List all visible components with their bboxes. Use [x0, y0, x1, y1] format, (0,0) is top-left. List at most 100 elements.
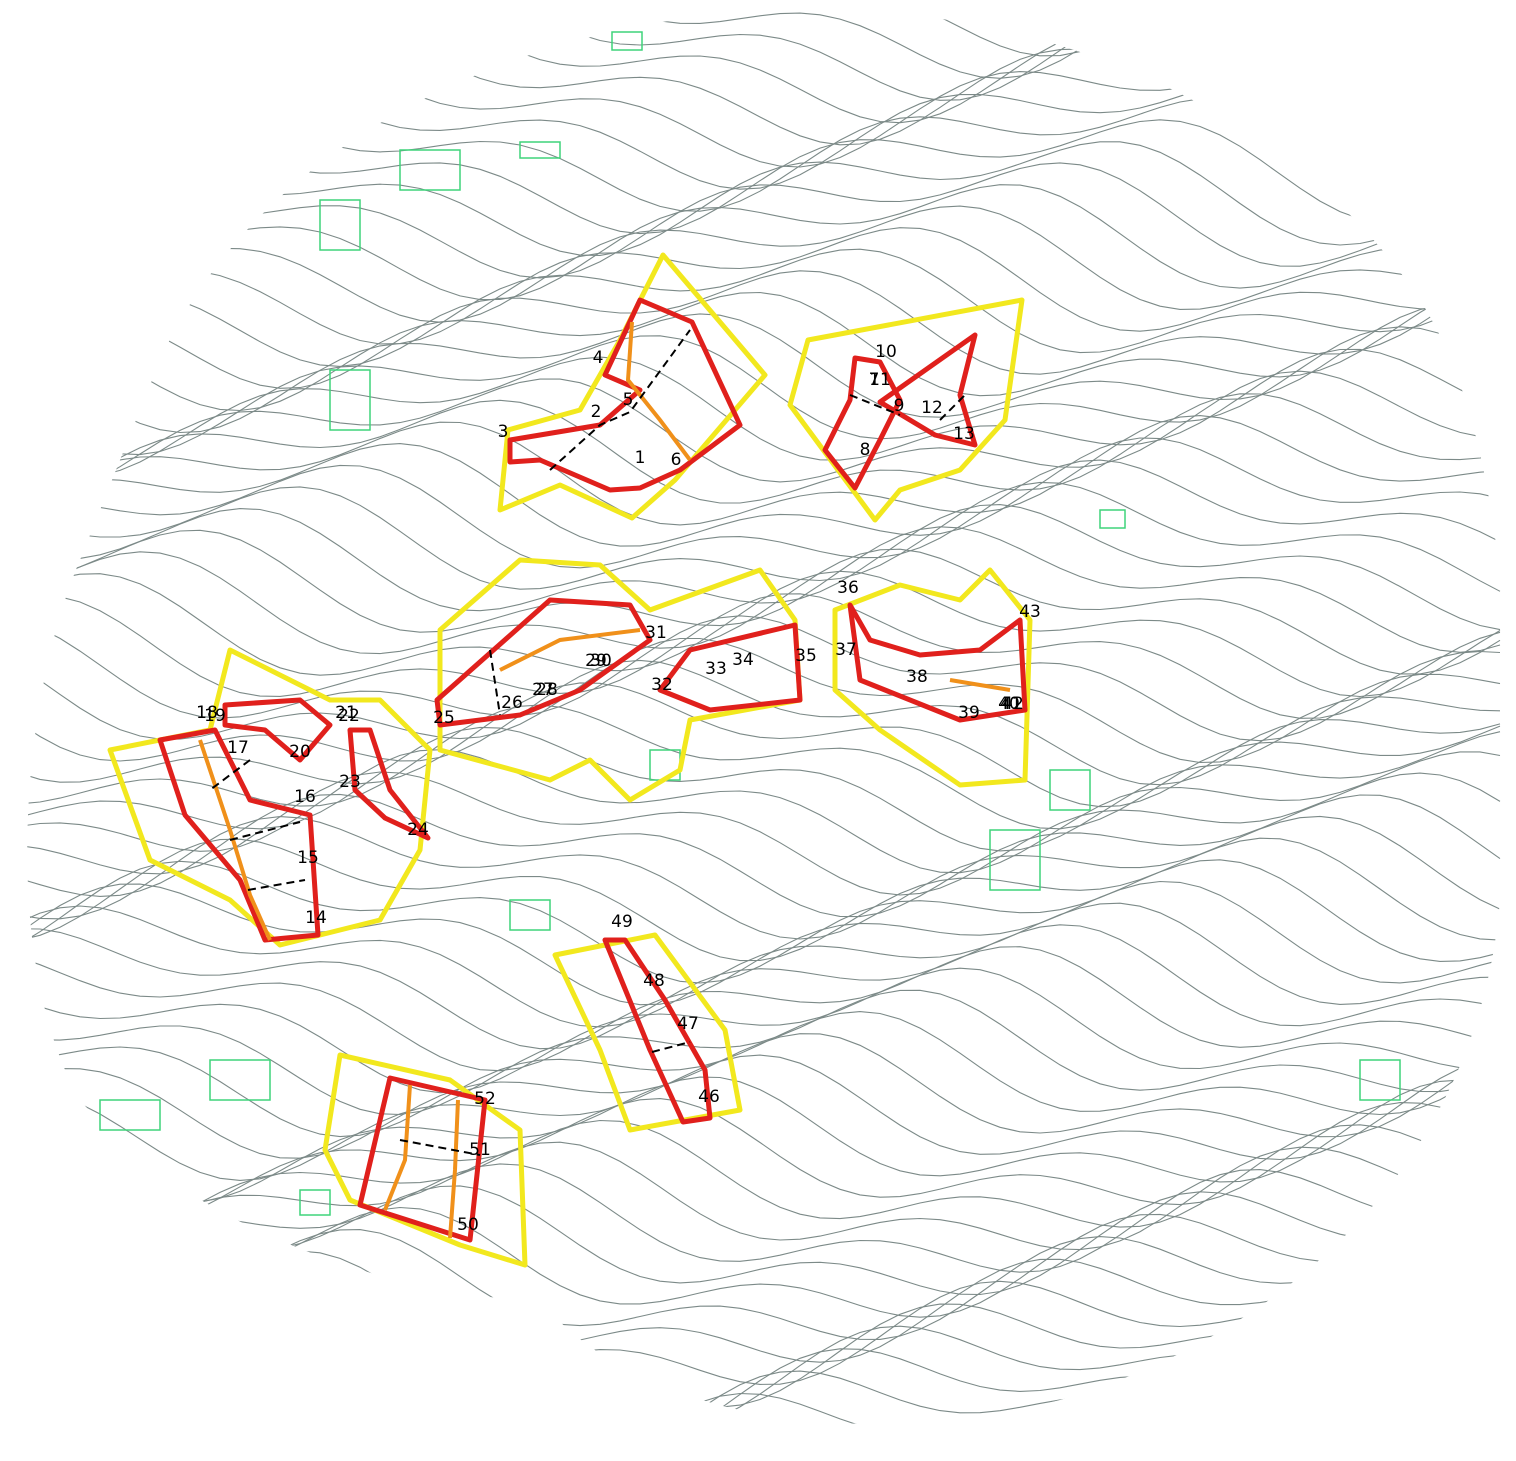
- contour: [27, 304, 1501, 434]
- contour: [27, 393, 1501, 520]
- contour: [27, 659, 1501, 786]
- zone-label: 4: [593, 348, 604, 368]
- zone-label: 33: [705, 659, 727, 679]
- zone-label: 48: [643, 971, 665, 991]
- contour: [27, 18, 1501, 146]
- zone-label: 16: [294, 787, 316, 807]
- zone-label: 28: [536, 680, 558, 700]
- zone-label: 46: [698, 1087, 720, 1107]
- contour: [27, 771, 1501, 896]
- zone-label: 29: [585, 651, 607, 671]
- contour: [27, 902, 1501, 1028]
- zone-label: 42: [1002, 694, 1024, 714]
- contour: [27, 859, 1501, 984]
- contour: [27, 1141, 1501, 1269]
- zone-label: 39: [958, 703, 980, 723]
- zone-label: 25: [433, 708, 455, 728]
- zone-label: 21: [335, 703, 357, 723]
- contour: [27, 205, 1501, 323]
- zone-label: 38: [906, 667, 928, 687]
- zone-label: 18: [196, 703, 218, 723]
- contour: [27, 637, 1501, 764]
- contour: [27, 989, 1501, 1116]
- contour: [27, 459, 1501, 569]
- contour: [27, 1250, 1501, 1363]
- zone-label: 3: [498, 422, 509, 442]
- contour: [27, 1033, 1501, 1159]
- zone-label: 10: [875, 342, 897, 362]
- zone-label: 7: [869, 370, 880, 390]
- contour: [27, 548, 1501, 675]
- contour: [27, 415, 1501, 526]
- contour: [27, 9, 1501, 124]
- zone-label: 13: [953, 424, 975, 444]
- zone-label: 24: [407, 820, 429, 840]
- contour: [27, 129, 1501, 256]
- zone-labels: 1234567891011121314151617181920212223242…: [196, 342, 1041, 1235]
- contour: [27, 176, 1501, 301]
- contour: [27, 526, 1501, 653]
- zone-label: 15: [297, 848, 319, 868]
- contour: [27, 1294, 1501, 1424]
- zone-label: 2: [591, 402, 602, 422]
- contour: [27, 815, 1501, 940]
- contour: [27, 9, 1501, 101]
- zone-label: 47: [677, 1014, 699, 1034]
- zone-label: 37: [835, 640, 857, 660]
- contour: [27, 967, 1501, 1094]
- zone-label: 52: [474, 1089, 496, 1109]
- contour: [27, 40, 1501, 168]
- contour: [27, 370, 1501, 500]
- zone-label: 6: [671, 450, 682, 470]
- contour: [27, 1337, 1501, 1424]
- buildings: [99, 31, 1401, 1216]
- contour: [27, 924, 1501, 1050]
- zone-label: 40: [998, 694, 1020, 714]
- contour: [27, 1011, 1501, 1138]
- zone-label: 49: [611, 912, 633, 932]
- contour: [27, 570, 1501, 698]
- contour: [27, 281, 1501, 412]
- contour: [27, 1076, 1501, 1203]
- contour: [27, 1185, 1501, 1296]
- zone-label: 51: [469, 1140, 491, 1160]
- zone-label: 31: [645, 623, 667, 643]
- zone-label: 35: [795, 646, 817, 666]
- zone-label: 19: [204, 706, 226, 726]
- zone-label: 32: [651, 675, 673, 695]
- zone-label: 23: [339, 772, 361, 792]
- contour: [27, 946, 1501, 1072]
- zone-label: 36: [837, 578, 859, 598]
- contour: [27, 348, 1501, 478]
- zone-label: 20: [289, 742, 311, 762]
- contour: [27, 1119, 1501, 1247]
- contour: [27, 837, 1501, 962]
- contour: [27, 1054, 1501, 1181]
- contour: [27, 1415, 1501, 1424]
- contour: [27, 1206, 1501, 1318]
- contour: [27, 248, 1501, 367]
- contour: [27, 1098, 1501, 1225]
- zone-label: 27: [532, 680, 554, 700]
- contour: [27, 593, 1501, 719]
- zones: [107, 252, 1033, 1268]
- contour: [27, 481, 1501, 592]
- contour: [27, 749, 1501, 874]
- zone-label: 9: [894, 396, 905, 416]
- zone-label: 30: [590, 651, 612, 671]
- contour: [27, 9, 1501, 12]
- zone-label: 11: [869, 370, 891, 390]
- contour: [27, 9, 1501, 57]
- contour: [27, 270, 1501, 389]
- contour: [27, 1381, 1501, 1424]
- zone-label: 17: [227, 738, 249, 758]
- contour: [27, 107, 1501, 235]
- zone-label: 34: [732, 650, 754, 670]
- zone-label: 12: [921, 398, 943, 418]
- contour: [27, 504, 1501, 631]
- zone-label: 8: [860, 440, 871, 460]
- contour: [27, 326, 1501, 456]
